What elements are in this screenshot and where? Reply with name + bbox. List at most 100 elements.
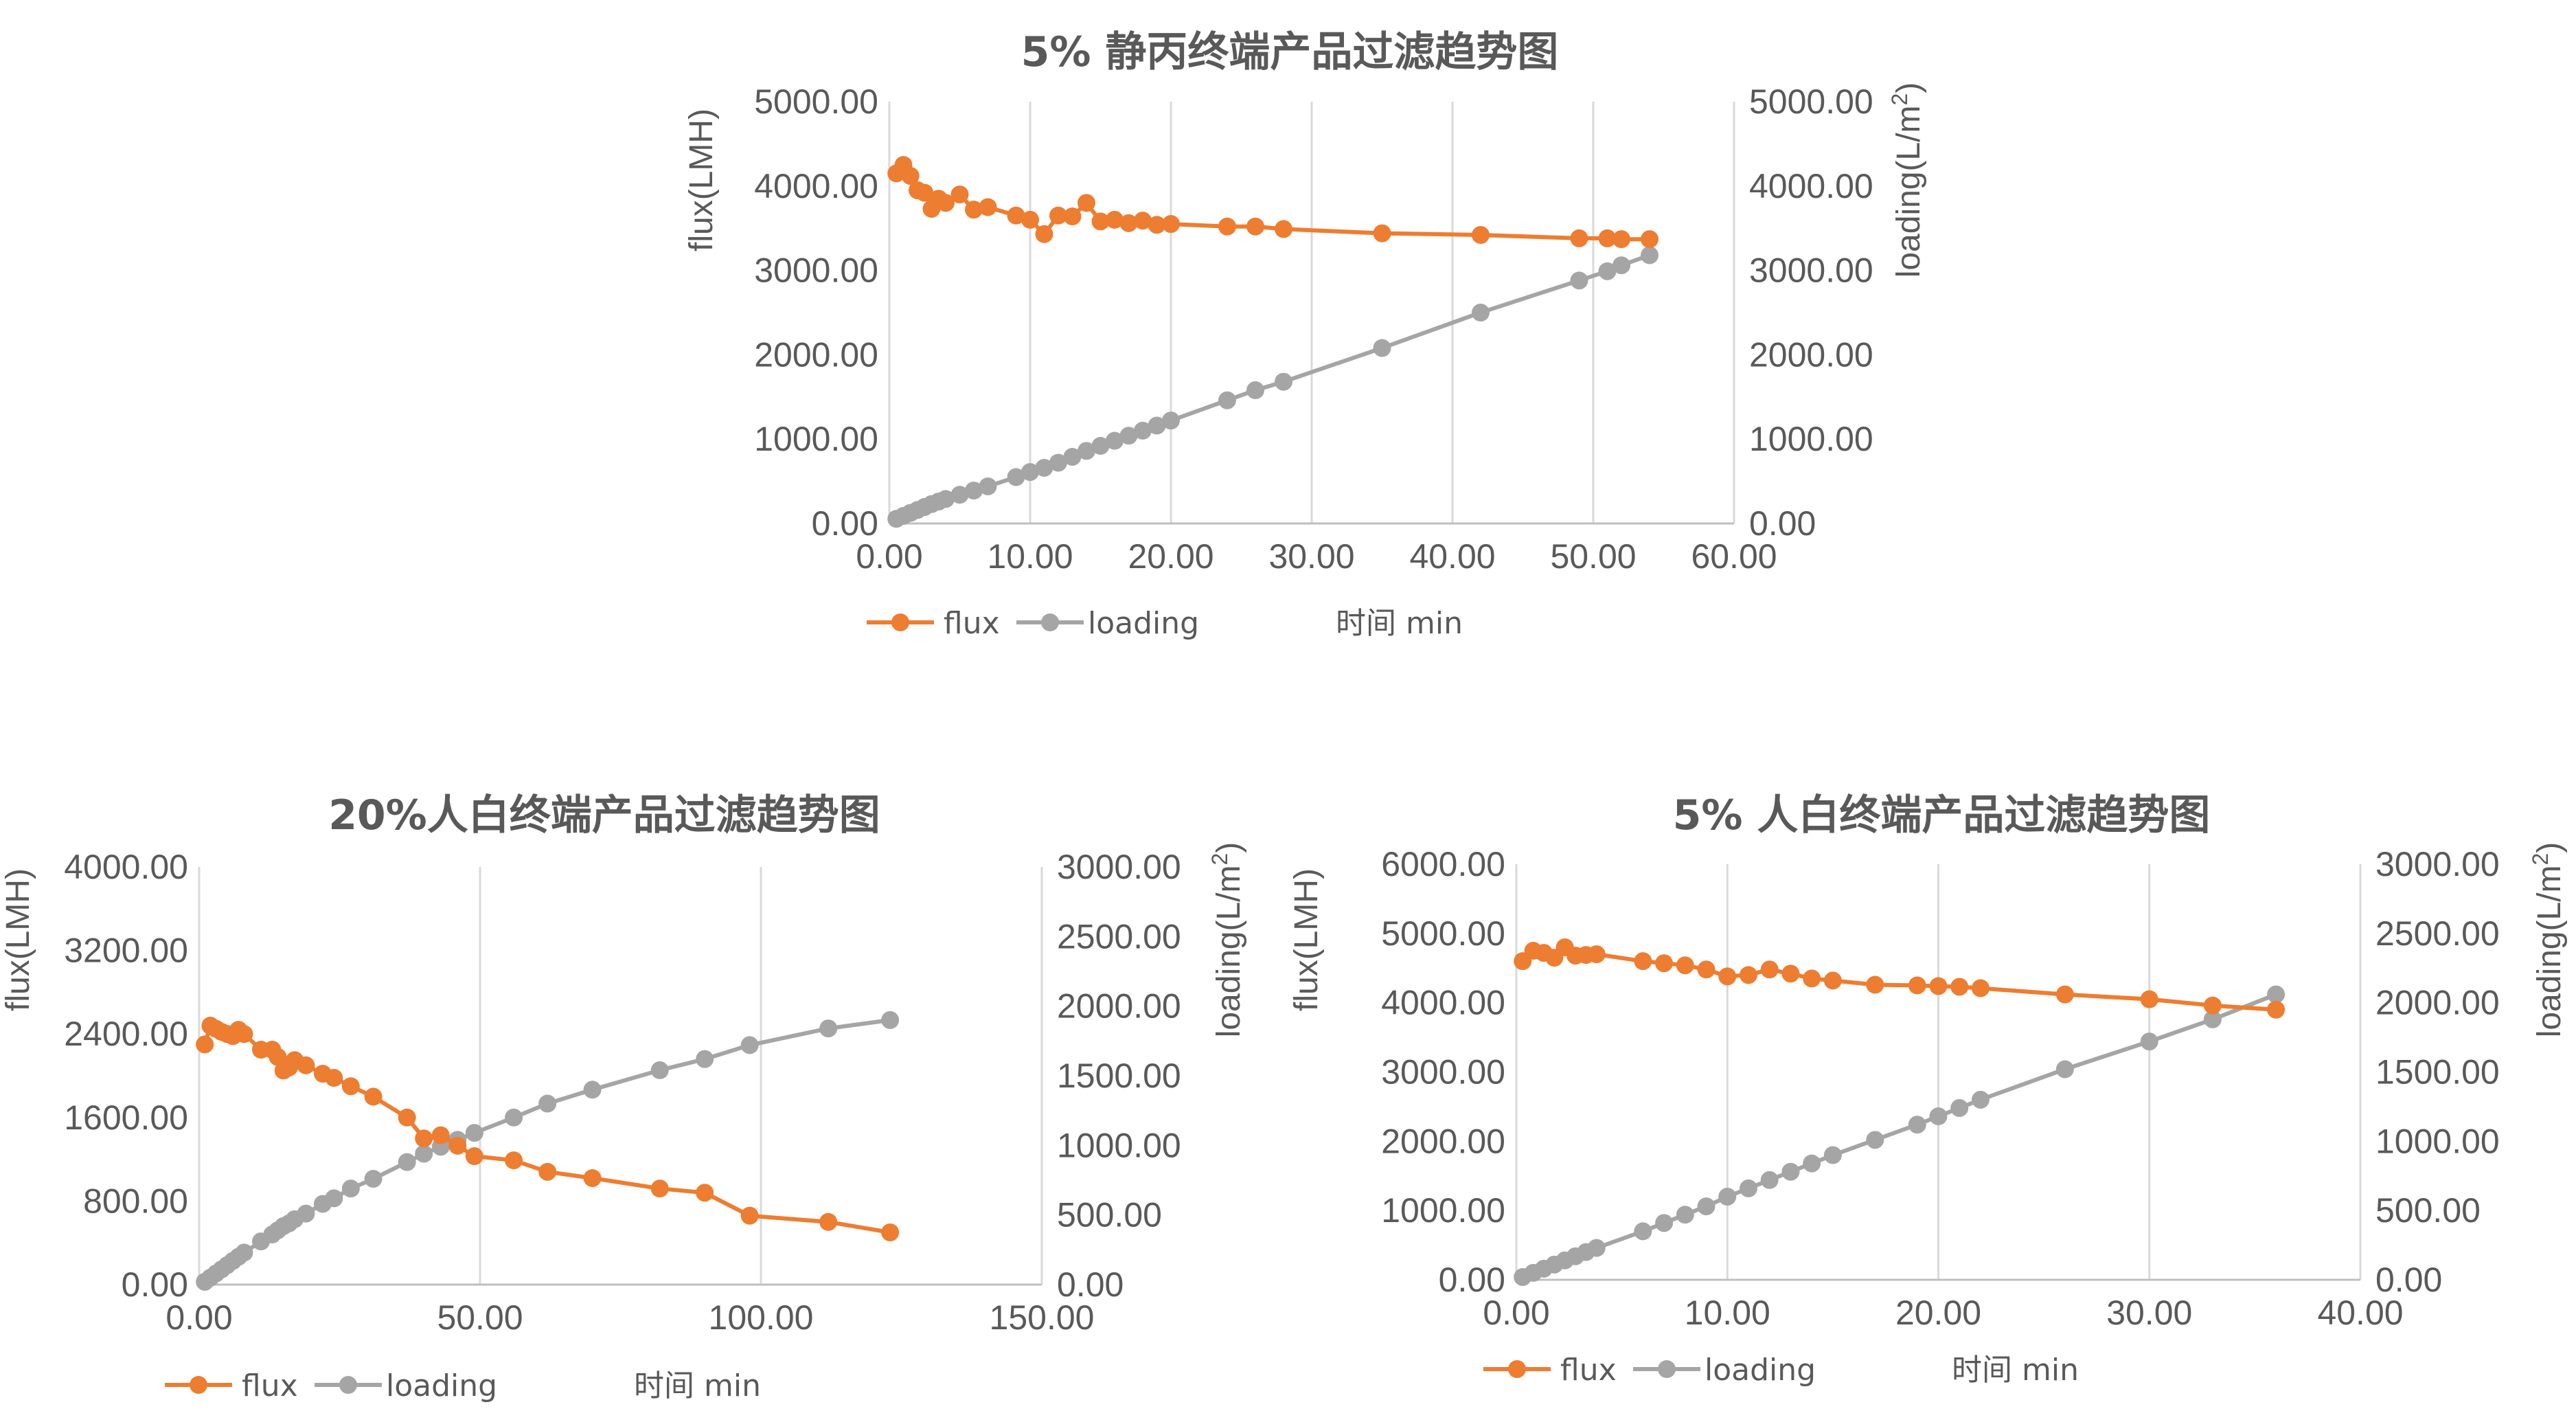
data-point-flux [2203,996,2222,1015]
data-point-flux [505,1151,523,1170]
data-point-loading [1641,246,1659,264]
chart-title: 20%人白终端产品过滤趋势图 [328,791,880,839]
data-point-flux [1823,971,1842,990]
data-point-loading [1021,463,1039,482]
data-point-loading [465,1124,483,1142]
y2-tick-label: 3000.00 [1749,251,1873,290]
x-tick-label: 50.00 [1550,537,1636,576]
data-point-loading [415,1144,433,1163]
data-point-loading [979,477,997,495]
y2-tick-label: 1000.00 [2375,1122,2500,1160]
data-point-loading [1823,1146,1842,1164]
x-tick-label: 30.00 [1268,537,1354,576]
y-axis-label: flux(LMH) [0,868,36,1011]
data-point-loading [1246,381,1264,399]
x-tick-label: 0.00 [166,1298,232,1337]
data-point-loading [1275,372,1292,391]
legend-flux-marker [891,613,909,631]
legend-flux-label: flux [1560,1353,1617,1388]
data-point-flux [235,1025,253,1043]
data-point-flux [1971,979,1990,997]
data-point-flux [1035,225,1053,243]
data-point-loading [1950,1098,1969,1117]
data-point-flux [1049,206,1067,225]
y2-tick-label: 3000.00 [2375,845,2500,883]
x-tick-label: 60.00 [1691,537,1777,576]
data-point-loading [1908,1116,1926,1134]
legend-loading-marker [339,1376,357,1394]
data-point-flux [1612,230,1630,249]
data-point-flux [1718,967,1737,986]
data-point-flux [448,1136,467,1155]
data-point-loading [1134,421,1152,440]
x-tick-label: 40.00 [2317,1294,2403,1332]
data-point-loading [1739,1179,1757,1197]
y-axis-label: flux(LMH) [683,109,720,251]
y2-tick-label: 500.00 [2375,1191,2481,1230]
data-point-flux [881,1223,900,1241]
data-point-flux [1021,210,1039,229]
y-tick-label: 2000.00 [754,335,878,374]
y-tick-label: 4000.00 [1381,984,1505,1022]
data-point-flux [1119,214,1138,232]
data-point-loading [965,482,983,500]
data-point-loading [1570,271,1588,290]
data-point-loading [505,1108,523,1127]
data-point-loading [1598,262,1617,280]
data-point-flux [965,201,983,219]
data-point-flux [1134,212,1152,230]
data-point-flux [1162,215,1180,234]
data-point-loading [1760,1171,1779,1189]
chart-5pct-ivig: 5% 静丙终端产品过滤趋势图 0.00 1000.00 2000.00 3000.00… [683,28,1927,641]
x-tick-label: 20.00 [1895,1294,1981,1332]
y2-tick-label: 2500.00 [2375,914,2500,953]
legend-loading-label: loading [386,1368,497,1403]
data-point-flux [196,1035,214,1054]
data-point-loading [1091,437,1110,455]
data-point-loading [2267,985,2286,1004]
data-point-flux [364,1087,383,1106]
data-point-flux [1078,194,1095,212]
data-point-flux [2055,985,2074,1004]
data-point-flux [1655,954,1674,973]
legend-loading-marker [1041,613,1059,631]
data-point-flux [538,1162,557,1181]
data-point-flux [431,1126,450,1144]
data-point-flux [1148,216,1166,234]
data-point-loading [1971,1090,1990,1109]
data-point-flux [650,1180,669,1198]
x-tick-label: 150.00 [990,1298,1095,1337]
data-point-loading [1781,1162,1800,1181]
y2-tick-label: 1500.00 [1057,1057,1181,1095]
x-tick-label: 20.00 [1128,537,1213,576]
y-tick-label: 6000.00 [1381,845,1505,883]
data-point-flux [1218,217,1236,236]
data-point-flux [415,1129,433,1148]
y-tick-label: 3200.00 [64,932,188,970]
y2-axis-label: loading(L/m2) [2528,842,2568,1038]
data-point-loading [583,1081,602,1099]
data-point-flux [1634,952,1652,971]
data-point-flux [979,198,997,216]
data-point-flux [1760,960,1779,979]
data-point-flux [297,1056,315,1074]
data-point-flux [1641,230,1659,249]
data-point-loading [937,490,955,508]
data-point-loading [1929,1107,1948,1126]
y-tick-label: 4000.00 [64,848,188,886]
data-point-flux [1570,229,1588,247]
data-point-loading [1218,391,1236,409]
data-point-loading [1634,1222,1652,1241]
series-line-flux [894,163,1650,242]
y-tick-label: 0.00 [812,504,878,543]
data-point-loading [325,1189,343,1208]
y-tick-label: 2400.00 [64,1015,188,1053]
data-point-flux [269,1048,287,1066]
y2-axis-label: loading(L/m2) [1207,842,1247,1038]
x-tick-label: 50.00 [437,1298,523,1337]
data-point-flux [1007,206,1025,225]
data-point-loading [538,1094,557,1113]
y-tick-label: 0.00 [122,1265,188,1304]
y2-tick-label: 3000.00 [1057,848,1181,886]
y2-tick-label: 2000.00 [2375,984,2500,1022]
